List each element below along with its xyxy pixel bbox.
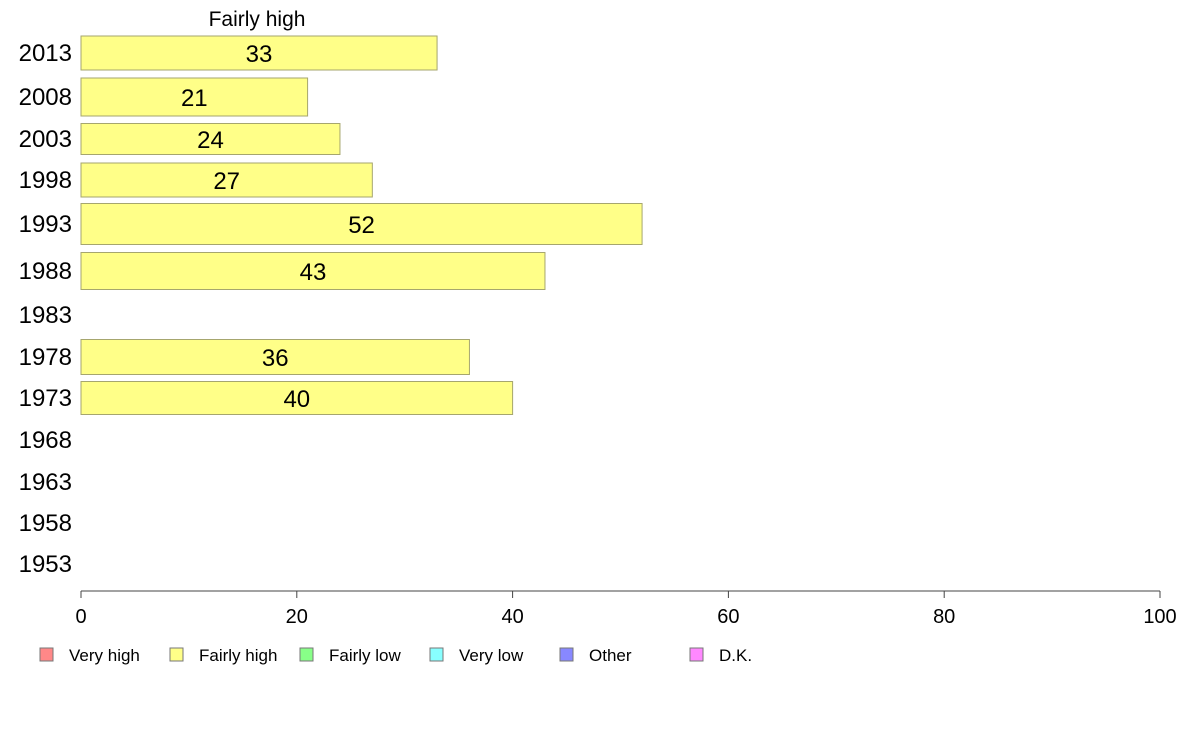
year-label-1973: 1973 <box>19 385 72 412</box>
legend-label-d-k-: D.K. <box>719 646 752 665</box>
year-label-1983: 1983 <box>19 302 72 329</box>
x-tick-label-60: 60 <box>717 606 739 628</box>
legend-label-other: Other <box>589 646 632 665</box>
bar-1978 <box>80 339 470 375</box>
legend-label-fairly-high: Fairly high <box>199 646 277 665</box>
year-label-2013: 2013 <box>19 40 72 67</box>
legend-swatch-very-high <box>39 647 54 662</box>
year-label-2003: 2003 <box>19 126 72 153</box>
legend-swatch-other <box>559 647 574 662</box>
x-tick-label-100: 100 <box>1143 606 1176 628</box>
x-tick-label-80: 80 <box>933 606 955 628</box>
x-tick-label-20: 20 <box>286 606 308 628</box>
x-tick-label-0: 0 <box>75 606 86 628</box>
x-tick-label-40: 40 <box>501 606 523 628</box>
year-label-1958: 1958 <box>19 510 72 537</box>
year-label-1953: 1953 <box>19 551 72 578</box>
year-label-1998: 1998 <box>19 167 72 194</box>
legend-label-fairly-low: Fairly low <box>329 646 402 665</box>
bar-2008 <box>80 77 309 117</box>
year-labels-group: 2013 2008 2003 1998 1993 1988 1983 1978 1973 1968… <box>19 40 72 578</box>
bars-group: 33 21 24 27 52 43 36 40 <box>80 35 643 415</box>
bar-2013 <box>80 35 438 71</box>
x-axis: 0 20 40 60 80 100 <box>75 590 1177 628</box>
bar-1973 <box>80 381 514 415</box>
year-label-1988: 1988 <box>19 258 72 285</box>
legend: Very high Fairly high Fairly low Very low Ot… <box>39 646 752 665</box>
value-label-2008: 21 <box>181 85 208 112</box>
year-label-1993: 1993 <box>19 211 72 238</box>
value-label-1973: 40 <box>283 386 310 413</box>
legend-swatch-fairly-low <box>299 647 314 662</box>
legend-swatch-d-k- <box>689 647 704 662</box>
year-label-1968: 1968 <box>19 427 72 454</box>
chart-title: Fairly high <box>209 8 306 31</box>
bar-1993 <box>80 203 643 245</box>
bar-2003 <box>80 123 341 155</box>
bar-1988 <box>80 252 546 290</box>
value-label-1993: 52 <box>348 212 375 239</box>
legend-swatch-very-low <box>429 647 444 662</box>
legend-label-very-high: Very high <box>69 646 140 665</box>
legend-swatch-fairly-high <box>169 647 184 662</box>
year-label-1963: 1963 <box>19 469 72 496</box>
value-label-1998: 27 <box>213 168 240 195</box>
year-label-1978: 1978 <box>19 344 72 371</box>
value-label-1978: 36 <box>262 345 289 372</box>
value-label-2003: 24 <box>197 127 224 154</box>
value-label-1988: 43 <box>300 259 327 286</box>
legend-label-very-low: Very low <box>459 646 524 665</box>
value-label-2013: 33 <box>246 41 273 68</box>
year-label-2008: 2008 <box>19 84 72 111</box>
bar-1998 <box>80 162 373 198</box>
